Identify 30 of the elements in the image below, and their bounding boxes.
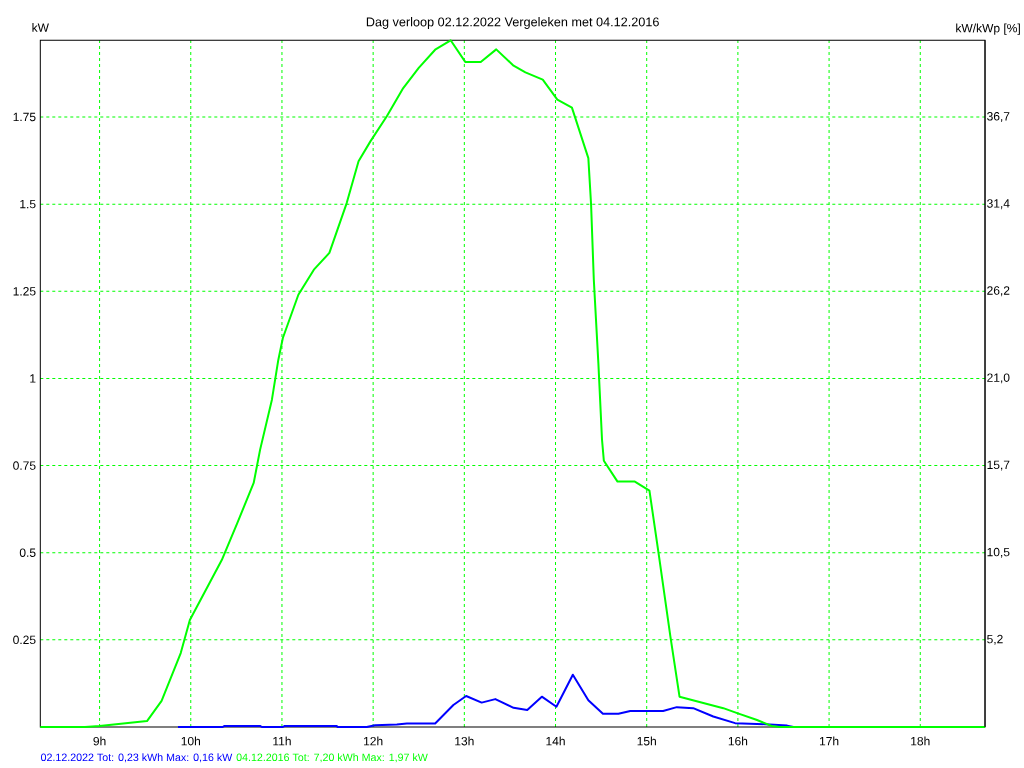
x-tick-label: 14h <box>546 736 565 746</box>
x-tick-label: 13h <box>455 736 474 746</box>
x-tick-label: 15h <box>637 736 656 746</box>
y-tick-label: 1.5 <box>20 199 36 209</box>
y-tick-label: 1.75 <box>13 112 36 122</box>
text: 02.12.2022 Tot: 0,23 kWh Max: 0,16 kW <box>40 753 233 763</box>
x-tick-label: 16h <box>728 736 748 746</box>
y-tick-label: 0.5 <box>19 548 36 557</box>
line-series <box>39 39 987 728</box>
y2-tick-label: 5,2 <box>987 634 1003 645</box>
x-tick-label: 10h <box>181 736 200 746</box>
chart-title: Dag verloop 02.12.2022 Vergeleken met 04.12.2016 <box>366 17 659 29</box>
y2-tick-label: 36,7 <box>987 112 1010 122</box>
text: 04.12.2016 Tot: 7,20 kWh Max: 1,97 kW <box>236 753 428 763</box>
y2-axis-title: kW/kWp [%] <box>956 23 1020 35</box>
y-axis-title: kW <box>32 23 49 32</box>
x-tick-label: 17h <box>819 736 839 746</box>
x-tick-label: 18h <box>911 736 930 746</box>
y2-tick-label: 31,4 <box>987 199 1010 210</box>
y2-tick-label: 21,0 <box>987 373 1010 384</box>
x-tick-label: 11h <box>273 736 291 746</box>
y2-tick-label: 10,5 <box>987 547 1010 558</box>
y-tick-label: 1.25 <box>13 287 36 296</box>
y-tick-label: 0.25 <box>13 635 36 645</box>
x-tick-label: 9h <box>93 736 106 746</box>
y-tick-label: 0.75 <box>13 461 36 470</box>
y2-tick-label: 15,7 <box>987 460 1010 471</box>
x-tick-label: 12h <box>364 736 383 746</box>
y-tick-label: 1 <box>30 374 36 383</box>
y2-tick-label: 26,2 <box>987 286 1010 297</box>
